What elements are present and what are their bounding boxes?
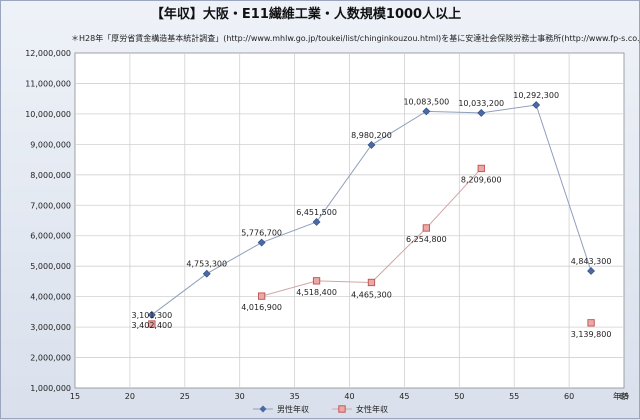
legend-label-0: 男性年収: [277, 404, 309, 414]
x-tick-label: 15: [70, 392, 80, 401]
male-data-label: 10,292,300: [513, 91, 559, 100]
chart-subtitle: ＊H28年「厚労省賃金構造基本統計調査」(http://www.mhlw.go.…: [71, 33, 640, 43]
y-tick-label: 5,000,000: [30, 262, 71, 271]
male-point-4: [367, 141, 376, 149]
female-point-1: [258, 292, 266, 300]
data-labels: 3,402,400 4,753,300 5,776,700 6,451,500 8,98…: [132, 91, 612, 339]
male-data-label: 4,753,300: [186, 260, 227, 269]
male-data-label: 4,843,300: [571, 257, 612, 266]
male-data-label: 6,451,500: [296, 208, 337, 217]
male-point-8: [587, 267, 595, 275]
male-point-5: [422, 107, 431, 116]
y-tick-label: 1,000,000: [30, 384, 71, 393]
male-point-3: [312, 218, 321, 226]
x-tick-label: 20: [125, 392, 135, 401]
y-axis-ticks: 1,000,000 2,000,000 3,000,000 4,000,000 5,00…: [25, 49, 71, 393]
female-data-label: 8,209,600: [461, 175, 502, 184]
female-point-5: [477, 164, 485, 173]
male-point-7: [532, 101, 541, 109]
male-data-label: 5,776,700: [241, 229, 282, 238]
legend-marker-female: [338, 405, 346, 413]
x-tick-label: 60: [564, 392, 574, 401]
legend: 男性年収 女性年収: [253, 404, 388, 414]
legend-label-1: 女性年収: [356, 404, 388, 414]
y-tick-label: 12,000,000: [25, 49, 71, 58]
chart-title: 【年収】大阪・E11繊維工業・人数規模1000人以上: [151, 6, 461, 22]
male-data-label: 3,402,400: [132, 321, 173, 330]
y-tick-label: 10,000,000: [25, 110, 71, 119]
male-point-1: [202, 269, 211, 278]
female-point-0: [148, 320, 156, 328]
female-point-6: [587, 319, 595, 327]
x-axis-ticks: 15 20 25 30 35 40 45 50 55 60 65: [70, 392, 629, 401]
female-data-label: 4,465,300: [351, 290, 392, 299]
female-data-label: 4,016,900: [241, 303, 282, 312]
series-layer: [147, 101, 595, 328]
grid: [75, 53, 624, 388]
x-tick-label: 35: [290, 392, 300, 401]
male-point-6: [477, 108, 486, 117]
y-tick-label: 11,000,000: [25, 79, 71, 88]
x-tick-label: 25: [180, 392, 190, 401]
y-tick-label: 2,000,000: [30, 354, 71, 363]
female-point-3: [367, 278, 376, 287]
y-tick-label: 8,000,000: [30, 171, 71, 180]
x-tick-label: 50: [454, 392, 464, 401]
x-tick-label: 55: [509, 392, 519, 401]
legend-marker-male: [259, 405, 267, 413]
female-data-label: 6,254,800: [406, 235, 447, 244]
female-point-4: [422, 224, 431, 232]
female-data-label: 3,139,800: [571, 330, 612, 339]
female-data-label: 4,518,400: [296, 288, 337, 297]
male-data-label: 10,033,200: [458, 99, 504, 108]
x-tick-label: 45: [399, 392, 409, 401]
male-point-2: [257, 238, 266, 247]
y-tick-label: 4,000,000: [30, 293, 71, 302]
x-axis-label: 年齢: [613, 391, 629, 401]
y-tick-label: 3,000,000: [30, 323, 71, 332]
y-tick-label: 6,000,000: [30, 232, 71, 241]
x-tick-label: 30: [235, 392, 245, 401]
x-tick-label: 40: [344, 392, 354, 401]
male-data-label: 10,083,500: [403, 97, 449, 106]
male-point-0: [147, 310, 156, 319]
x-tick-label: 65: [619, 392, 629, 401]
y-tick-label: 7,000,000: [30, 201, 71, 210]
female-point-2: [312, 277, 321, 285]
y-tick-label: 9,000,000: [30, 140, 71, 149]
female-data-label: 3,101,300: [132, 311, 173, 320]
male-data-label: 8,980,200: [351, 131, 392, 140]
